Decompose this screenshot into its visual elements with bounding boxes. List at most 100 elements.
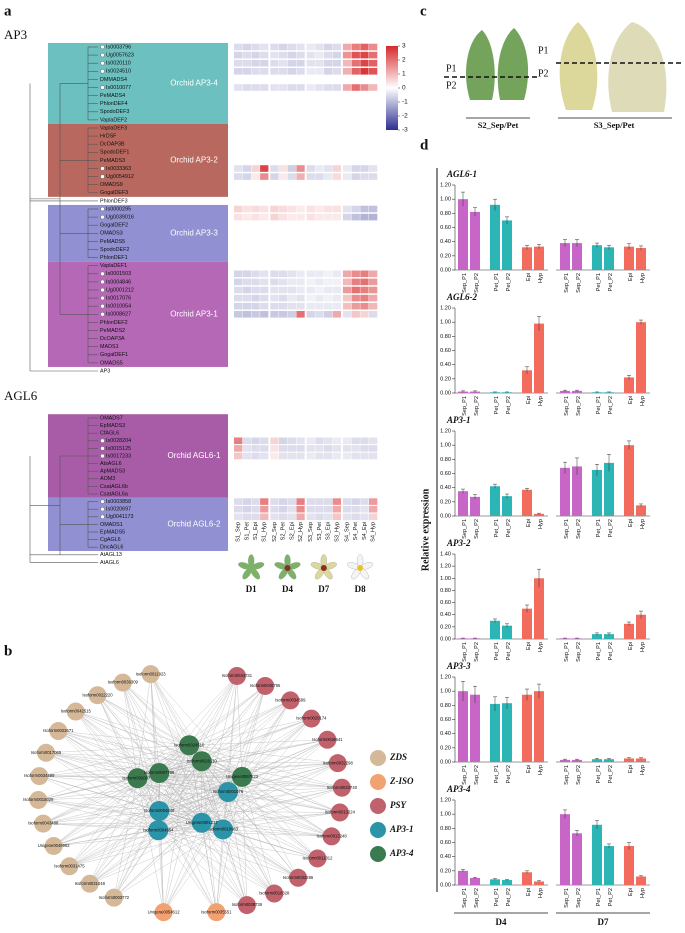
leaf-marker: [100, 312, 105, 317]
error-bar: [595, 820, 599, 830]
bar: [592, 634, 602, 639]
heat-cell: [342, 59, 352, 67]
leaf-label: PhlonDEF1: [100, 255, 128, 261]
node-label: Isoform0031475: [54, 863, 85, 868]
error-bar: [505, 493, 509, 499]
error-bar: [639, 875, 643, 878]
bar: [636, 876, 646, 885]
heat-cell: [369, 51, 378, 59]
x-tick-label: Sep_P1: [462, 642, 468, 662]
heat-cell: [287, 302, 296, 310]
network-edge: [227, 791, 318, 859]
heat-cell: [351, 68, 360, 75]
heat-cell: [287, 205, 296, 213]
leaf-label: AOM3: [100, 476, 115, 482]
error-bar: [575, 830, 579, 837]
leaf-label: SpodoDEF2: [100, 247, 129, 253]
heat-cell: [342, 498, 352, 505]
x-tick-label: Sep_P2: [576, 519, 582, 539]
network-edge: [43, 776, 243, 824]
leaf-label: DcOAP3A: [100, 336, 125, 342]
heat-cell: [351, 270, 360, 278]
network-edge: [69, 778, 138, 867]
y-tick-label: 0.60: [440, 840, 451, 846]
leaf-label: CgAGL6: [100, 537, 121, 543]
error-bar: [505, 391, 509, 393]
heat-cell: [342, 165, 352, 172]
flower-icon: [357, 565, 364, 571]
heat-cell: [287, 513, 296, 521]
leaf-marker: [100, 453, 105, 459]
heat-cell: [324, 43, 333, 51]
heat-cell: [251, 278, 260, 286]
heat-cell: [270, 173, 279, 180]
error-bar: [563, 461, 567, 474]
heat-cell: [296, 270, 305, 278]
bar: [470, 694, 480, 762]
heat-cell: [360, 445, 369, 452]
heat-cell: [324, 173, 333, 180]
bar: [560, 814, 570, 885]
heat-cell: [260, 59, 269, 67]
heat-cell: [369, 84, 378, 91]
error-bar: [537, 683, 541, 699]
heat-cell: [279, 311, 288, 318]
x-tick-label: Pet_P1: [494, 396, 500, 414]
heat-cell: [342, 84, 352, 91]
node-label: Isoform0023671: [43, 728, 74, 733]
network-edge: [53, 829, 223, 847]
x-tick-label: Sep_P2: [474, 519, 480, 539]
heat-cell: [287, 278, 296, 286]
error-bar: [461, 681, 465, 702]
network-node: [237, 896, 256, 915]
heat-cell: [369, 165, 378, 172]
error-bar: [537, 244, 541, 249]
chart-title: AP3-2: [446, 538, 471, 548]
error-bar: [595, 464, 599, 476]
bar: [624, 623, 634, 639]
leaf-marker: [100, 446, 105, 451]
node-label: Isoform0032298: [323, 760, 354, 765]
heat-cell: [251, 311, 260, 318]
heat-cell: [315, 505, 324, 513]
heat-cell: [251, 270, 260, 278]
network-edge: [75, 711, 138, 779]
network-edge: [159, 675, 238, 774]
column-label: S2_Epi: [289, 522, 295, 540]
heat-cell: [242, 498, 251, 505]
heat-cell: [251, 294, 260, 302]
heat-cell: [287, 437, 296, 445]
y-tick-label: 0.00: [440, 513, 451, 519]
bar: [572, 759, 582, 762]
y-tick-label: 0.60: [440, 348, 451, 354]
heat-cell: [234, 59, 243, 67]
bar: [490, 879, 500, 885]
x-tick-label: Sep_P2: [576, 765, 582, 785]
bar: [490, 620, 500, 639]
y-tick-label: 0.80: [440, 334, 451, 340]
network-node: [49, 722, 68, 740]
heat-cell: [342, 270, 352, 278]
stage-label: D4: [282, 584, 293, 594]
heat-cell: [360, 498, 369, 505]
bar: [560, 243, 570, 270]
heat-cell: [315, 445, 324, 452]
leaf-marker: [100, 287, 105, 293]
x-tick-label: Epi: [628, 519, 634, 527]
heat-cell: [315, 437, 324, 445]
network-edge: [137, 674, 151, 779]
network-edge: [222, 829, 275, 894]
leaf-label: VaplaDEF2: [100, 117, 127, 123]
heat-cell: [279, 286, 288, 294]
network-edge: [89, 778, 138, 884]
y-tick-label: 0.80: [440, 703, 451, 709]
leaf-label: Is0008627: [106, 312, 131, 318]
network-node: [332, 778, 351, 797]
heat-cell: [324, 165, 333, 172]
x-tick-label: Sep_P2: [576, 273, 582, 293]
network-edge: [189, 685, 266, 746]
network-edge: [189, 700, 291, 746]
heat-cell: [260, 84, 269, 91]
heat-cell: [270, 302, 279, 310]
heat-cell: [360, 513, 369, 521]
